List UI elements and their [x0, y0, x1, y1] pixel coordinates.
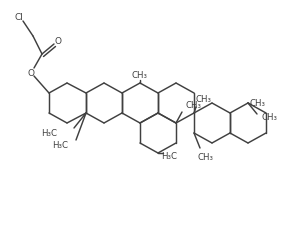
Text: CH₃: CH₃	[198, 153, 214, 162]
Text: H₃C: H₃C	[41, 129, 57, 139]
Text: CH₃: CH₃	[196, 95, 212, 105]
Text: O: O	[54, 36, 62, 46]
Text: H₃C: H₃C	[52, 141, 68, 150]
Text: Cl: Cl	[15, 13, 24, 22]
Text: H₃C: H₃C	[161, 152, 177, 161]
Text: CH₃: CH₃	[262, 113, 278, 121]
Text: CH₃: CH₃	[250, 100, 266, 108]
Text: O: O	[28, 68, 35, 78]
Text: CH₃: CH₃	[132, 71, 148, 80]
Text: CH₃: CH₃	[185, 100, 201, 109]
